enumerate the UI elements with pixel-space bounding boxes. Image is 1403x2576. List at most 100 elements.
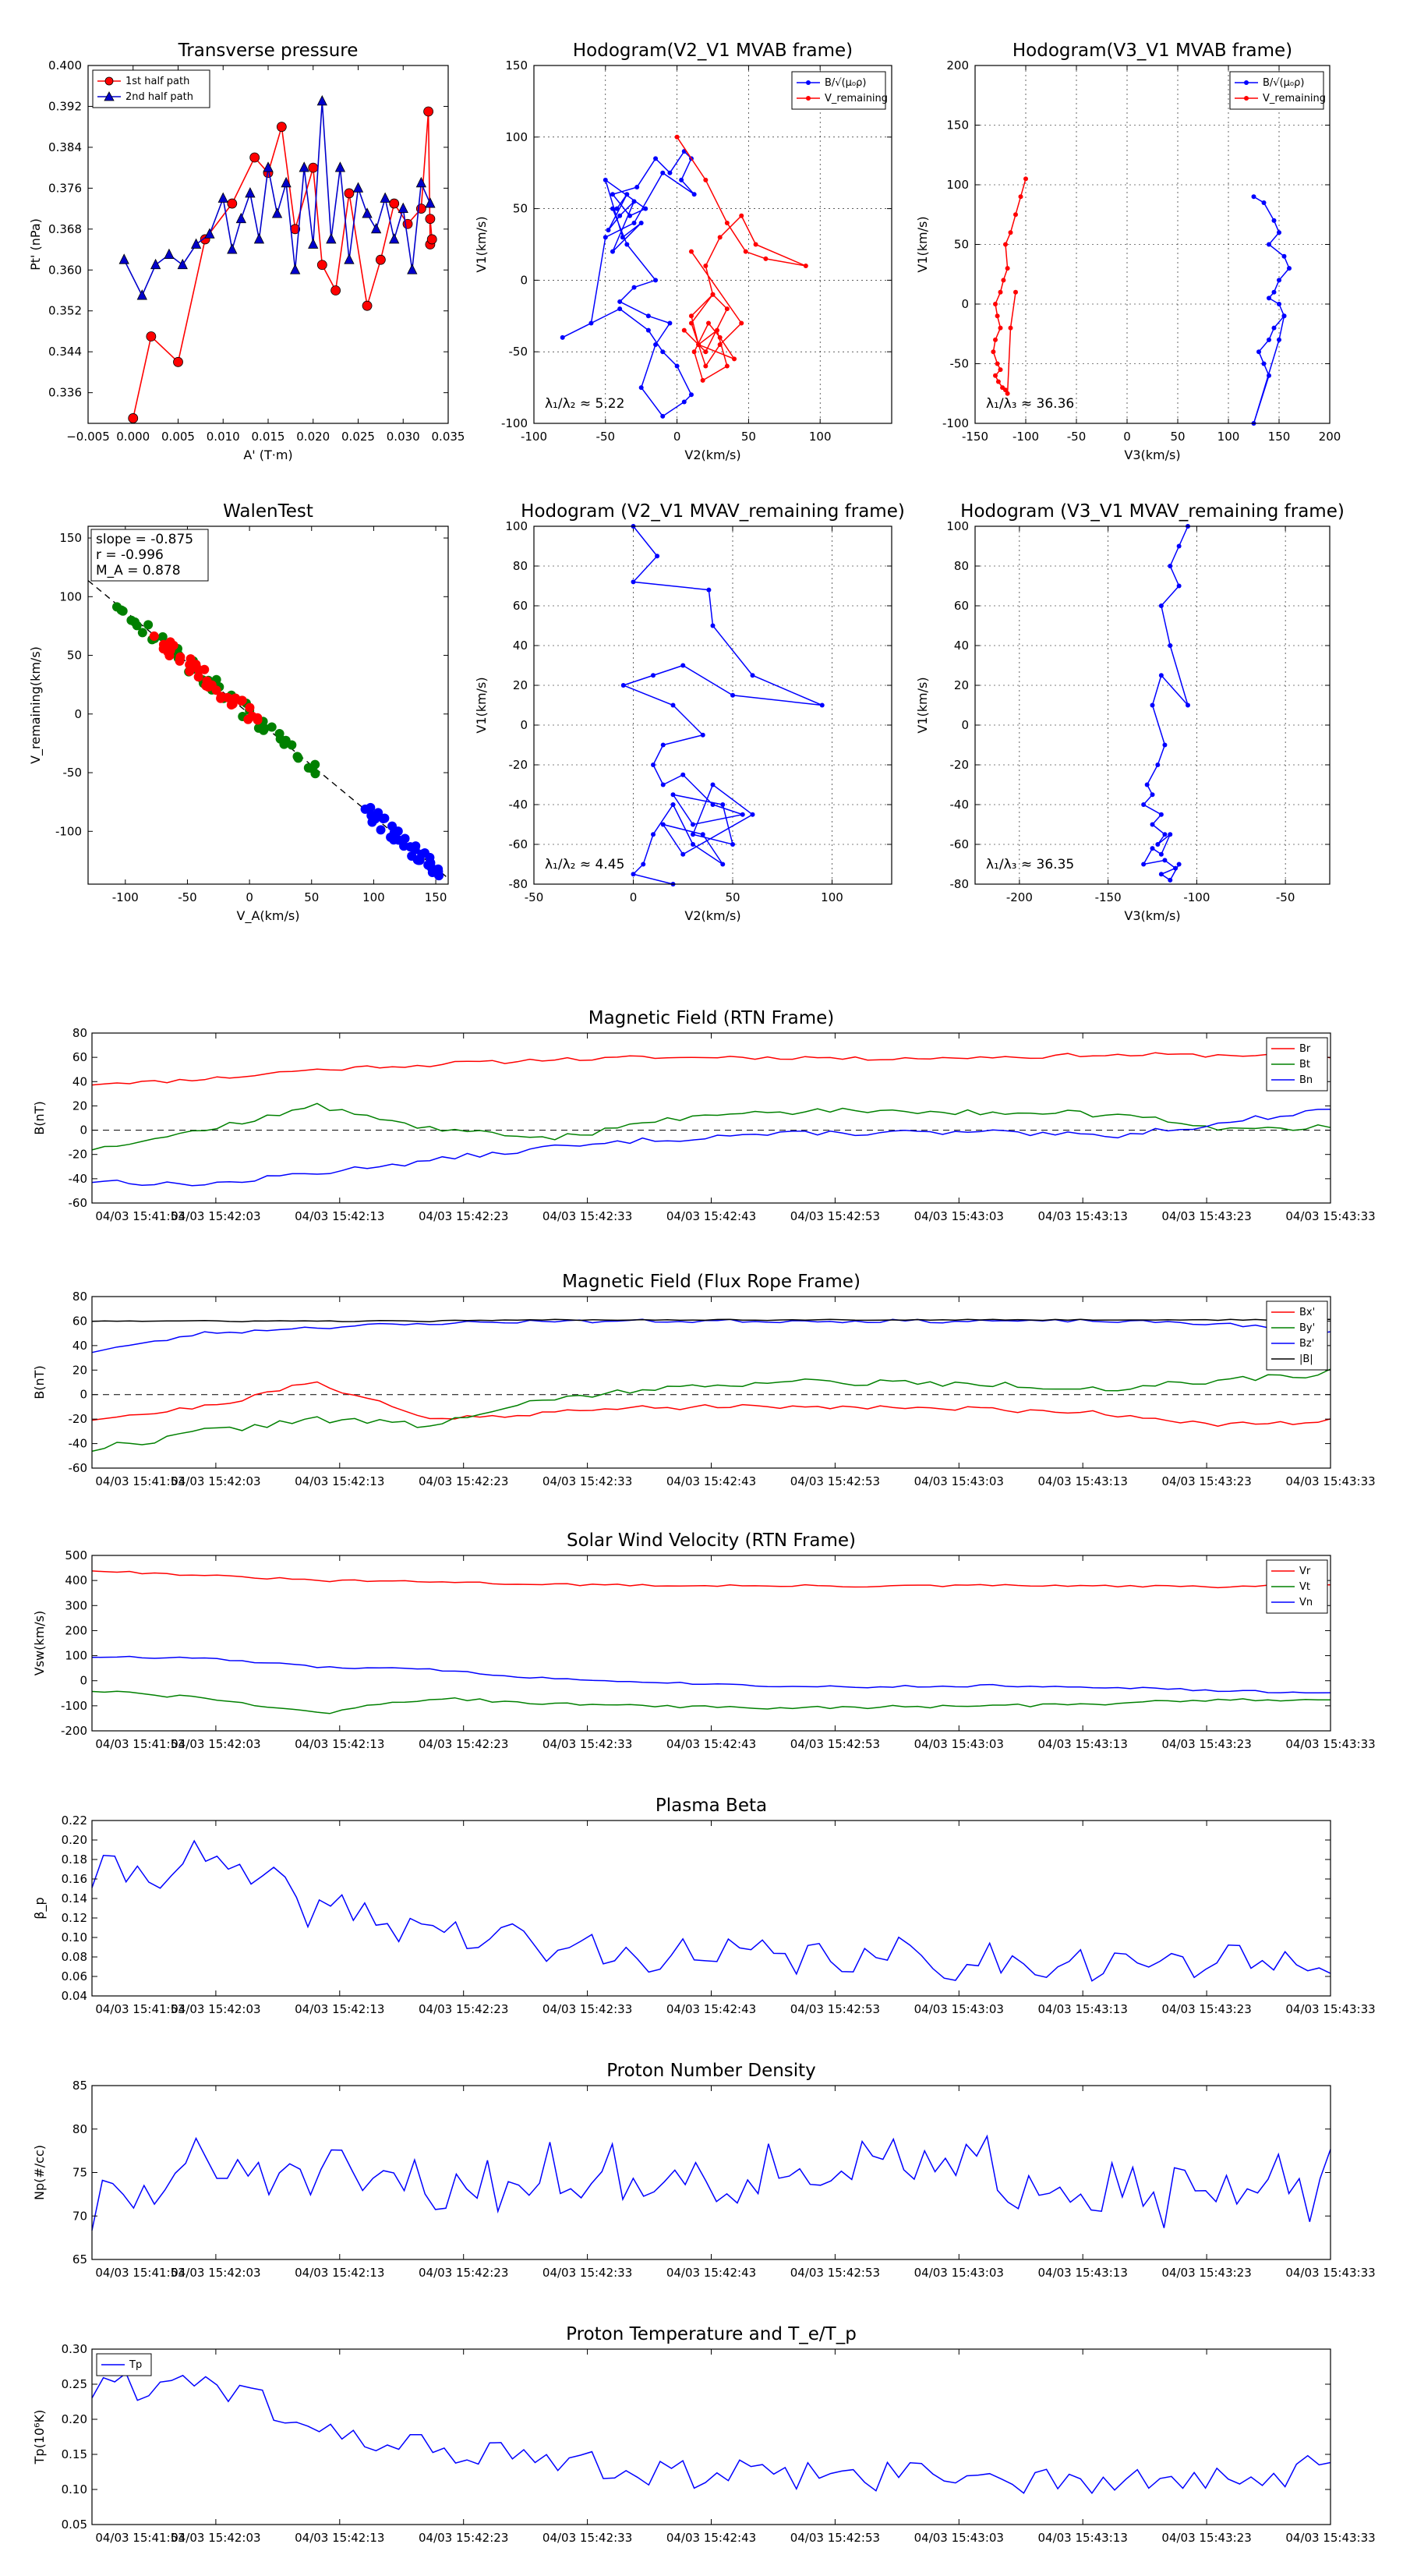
hodogram-v3v1-mvav-xlabel: V3(km/s) xyxy=(1124,908,1180,923)
transverse-pressure-point xyxy=(425,214,436,225)
hodogram-v3v1-mvav-point xyxy=(1176,862,1182,867)
mag-rtn-xtick-label: 04/03 15:41:53 xyxy=(95,1209,185,1223)
hodogram-v2v1-mvab-ytick-label: 50 xyxy=(513,202,528,216)
hodogram-v3v1-mvab-ytick-label: 100 xyxy=(946,178,969,192)
transverse-pressure-ytick-label: 0.384 xyxy=(48,140,82,154)
walen-test-r-text: r = -0.996 xyxy=(96,547,164,563)
mag-rtn-xtick-label: 04/03 15:43:33 xyxy=(1285,1209,1375,1223)
transverse-pressure-point xyxy=(316,260,327,271)
plasma-beta-ytick-label: 0.08 xyxy=(62,1950,87,1964)
hodogram-v3v1-mvav-ytick-label: -80 xyxy=(950,877,970,891)
hodogram-v3v1-mvab-point xyxy=(1267,295,1271,301)
plasma-beta-ytick-label: 0.12 xyxy=(62,1911,87,1925)
walen-test-point-blue xyxy=(389,835,399,845)
hodogram-v2v1-mvav-point xyxy=(631,579,636,585)
hodogram-v3v1-mvab-point xyxy=(1261,200,1267,205)
proton-density-ylabel: Np(#/cc) xyxy=(32,2145,47,2200)
proton-temperature-ytick-label: 0.10 xyxy=(62,2482,87,2496)
hodogram-v2v1-mvav-ytick-label: 100 xyxy=(505,519,528,533)
transverse-pressure-ytick-label: 0.336 xyxy=(48,386,82,400)
hodogram-v2v1-mvab-xtick-label: 50 xyxy=(741,430,756,444)
hodogram-v2v1-mvab-legend-1: V_remaining xyxy=(825,93,888,104)
transverse-pressure-xtick-label: 0.000 xyxy=(116,430,150,444)
transverse-pressure-point xyxy=(334,161,346,172)
hodogram-v2v1-mvab-point xyxy=(703,264,709,269)
transverse-pressure-ytick-label: 0.368 xyxy=(48,222,82,236)
hodogram-v2v1-mvab-point xyxy=(717,342,723,348)
mag-fluxrope-ylabel: B(nT) xyxy=(32,1365,47,1399)
plasma-beta-ytick-label: 0.14 xyxy=(62,1891,87,1905)
transverse-pressure-legend-box xyxy=(92,69,210,108)
mag-fluxrope-ytick-label: -60 xyxy=(69,1461,88,1475)
walen-test-ma-text: M_A = 0.878 xyxy=(96,563,181,579)
proton-density-xtick-label: 04/03 15:42:13 xyxy=(295,2266,384,2280)
hodogram-v2v1-mvab-xlabel: V2(km/s) xyxy=(684,448,740,462)
hodogram-v3v1-mvab-point xyxy=(1281,313,1287,319)
proton-temperature-xtick-label: 04/03 15:43:23 xyxy=(1161,2531,1251,2545)
sw-velocity-ytick-label: 400 xyxy=(65,1573,87,1587)
hodogram-v2v1-mvab-point xyxy=(710,292,716,297)
plasma-beta-xtick-label: 04/03 15:43:23 xyxy=(1161,2002,1251,2016)
proton-density-ytick-label: 75 xyxy=(72,2166,87,2180)
hodogram-v2v1-mvav-point xyxy=(750,673,755,678)
proton-temperature-ytick-label: 0.05 xyxy=(62,2518,87,2532)
hodogram-v3v1-mvav-point xyxy=(1176,543,1182,549)
hodogram-v2v1-mvav-ytick-label: -40 xyxy=(509,798,528,812)
proton-temperature-xtick-label: 04/03 15:42:13 xyxy=(295,2531,384,2545)
mag-rtn-xtick-label: 04/03 15:43:13 xyxy=(1038,1209,1128,1223)
transverse-pressure-point xyxy=(316,95,327,106)
transverse-pressure-point xyxy=(352,182,364,193)
transverse-pressure-point xyxy=(290,264,301,274)
plasma-beta-xtick-label: 04/03 15:42:23 xyxy=(419,2002,508,2016)
plasma-beta-xtick-label: 04/03 15:42:43 xyxy=(666,2002,756,2016)
transverse-pressure-point xyxy=(407,264,418,274)
mag-rtn-xtick-label: 04/03 15:42:13 xyxy=(295,1209,384,1223)
walen-test-point-blue xyxy=(393,826,403,837)
walen-test-ytick-label: -100 xyxy=(55,824,82,838)
walen-test-title: WalenTest xyxy=(223,501,313,522)
hodogram-v2v1-mvab-point xyxy=(660,349,666,355)
walen-test-xtick-label: 100 xyxy=(362,890,385,904)
proton-density-axes-frame xyxy=(91,2085,1331,2260)
transverse-pressure-point xyxy=(204,228,215,239)
transverse-pressure-point xyxy=(146,331,157,341)
hodogram-v3v1-mvav-ratio-annotation: λ₁/λ₃ ≈ 36.35 xyxy=(986,857,1074,872)
walen-test-ytick-label: 100 xyxy=(59,589,82,603)
hodogram-v2v1-mvab-point xyxy=(638,385,644,391)
walen-test-point-red xyxy=(236,696,246,706)
hodogram-v3v1-mvav-point xyxy=(1162,858,1168,863)
transverse-pressure-ylabel: Pt' (nPa) xyxy=(28,218,43,271)
hodogram-v3v1-mvav-point xyxy=(1144,782,1150,787)
hodogram-v3v1-mvav-point xyxy=(1150,702,1155,708)
hodogram-v2v1-mvab-point xyxy=(653,278,659,283)
hodogram-v2v1-mvab-point xyxy=(560,334,565,340)
hodogram-v2v1-mvab-point xyxy=(610,249,615,254)
hodogram-v2v1-mvab-point xyxy=(724,363,730,369)
proton-temperature-series-0 xyxy=(91,2372,1331,2495)
transverse-pressure-point xyxy=(227,243,238,254)
hodogram-v2v1-mvab-point xyxy=(674,363,680,369)
mag-rtn-xtick-label: 04/03 15:43:03 xyxy=(914,1209,1004,1223)
hodogram-v2v1-mvab-point xyxy=(603,177,608,182)
hodogram-v2v1-mvav-point xyxy=(641,862,646,867)
proton-temperature-ytick-label: 0.25 xyxy=(62,2377,87,2391)
hodogram-v2v1-mvav-point xyxy=(651,832,656,837)
proton-density-xtick-label: 04/03 15:42:03 xyxy=(171,2266,260,2280)
hodogram-v3v1-mvab-point xyxy=(993,337,998,342)
hodogram-v3v1-mvab-point xyxy=(1267,337,1271,342)
hodogram-v2v1-mvab-series-line-0 xyxy=(562,150,695,417)
hodogram-v3v1-mvab-point xyxy=(993,302,998,306)
hodogram-v3v1-mvab-series-line-1 xyxy=(992,179,1027,396)
hodogram-v2v1-mvab-point xyxy=(803,264,808,269)
sw-velocity-xtick-label: 04/03 15:42:33 xyxy=(542,1737,632,1751)
hodogram-v3v1-mvab-xtick-label: -150 xyxy=(962,430,988,444)
proton-density-series-0 xyxy=(91,2134,1331,2231)
walen-test-stats-box xyxy=(90,529,209,582)
transverse-pressure-legend-0: 1st half path xyxy=(125,76,189,87)
hodogram-v2v1-mvav-ratio-annotation: λ₁/λ₂ ≈ 4.45 xyxy=(545,857,624,872)
mag-rtn-xtick-label: 04/03 15:42:03 xyxy=(171,1209,260,1223)
hodogram-v2v1-mvab-point xyxy=(617,299,623,304)
transverse-pressure-chart: −0.005 0.000 0.005 0.010 0.015 0.020 0.025 0.03… xyxy=(28,41,465,462)
mag-fluxrope-axes-frame xyxy=(91,1296,1331,1469)
